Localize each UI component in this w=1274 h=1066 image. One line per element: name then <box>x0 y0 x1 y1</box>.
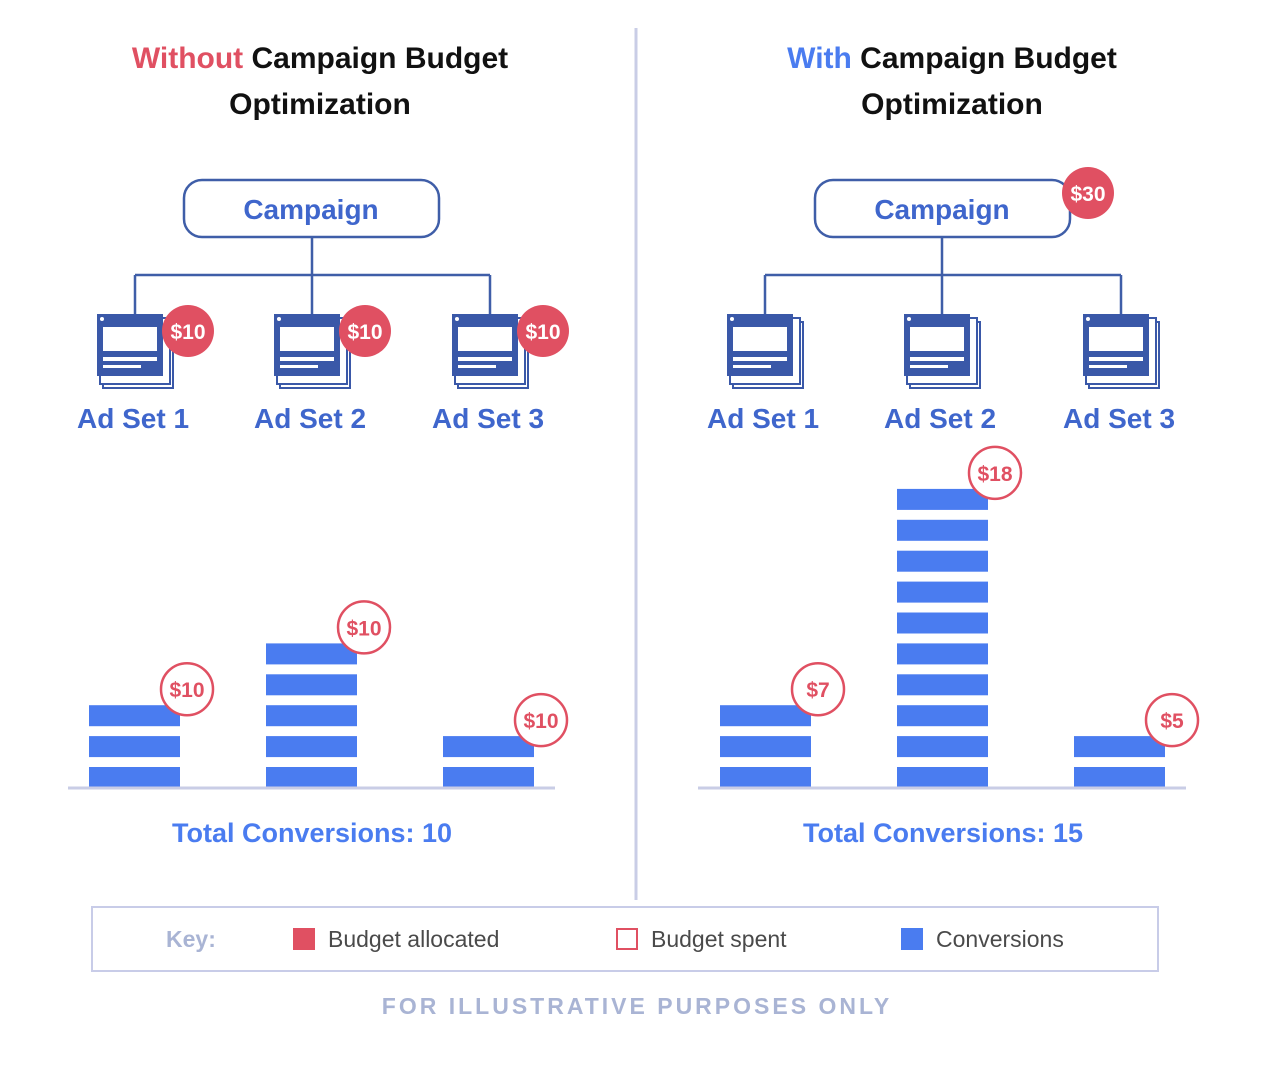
conversion-segment <box>89 736 180 758</box>
conversion-segment <box>89 767 180 788</box>
adset-icon <box>1083 314 1160 389</box>
conversion-segment <box>897 581 988 603</box>
budget-spent-value: $5 <box>1160 710 1184 733</box>
right-title: With Campaign Budget Optimization <box>692 36 1212 128</box>
left-total-conversions: Total Conversions: 10 <box>172 818 452 848</box>
adset-icon <box>904 314 981 389</box>
budget-spent-badge <box>513 692 569 748</box>
key-conversions: Conversions <box>936 926 1064 952</box>
adset-label: Ad Set 2 <box>884 403 996 434</box>
conversion-segment <box>266 705 357 727</box>
right-tree-lines <box>763 237 1123 316</box>
budget-spent-value: $10 <box>169 679 204 702</box>
budget-spent-value: $18 <box>977 463 1012 486</box>
left-campaign-label: Campaign <box>243 194 378 225</box>
adset-label: Ad Set 1 <box>707 403 819 434</box>
budget-allocated-badge <box>517 305 569 357</box>
budget-allocated-value: $10 <box>170 321 205 344</box>
conversion-segment <box>443 767 534 788</box>
adset-label: Ad Set 3 <box>1063 403 1175 434</box>
conversion-segment <box>897 612 988 634</box>
conversion-segment <box>266 736 357 758</box>
right-total-conversions: Total Conversions: 15 <box>803 818 1083 848</box>
conversion-segment <box>720 705 811 727</box>
conversion-segment <box>897 705 988 727</box>
conversion-segment <box>266 674 357 696</box>
budget-allocated-badge <box>162 305 214 357</box>
conversion-segment <box>266 767 357 788</box>
adset-icon <box>97 314 174 389</box>
adset-icon <box>727 314 804 389</box>
conversion-segment <box>720 736 811 758</box>
budget-allocated-value: $10 <box>525 321 560 344</box>
left-title-highlight: Without <box>131 42 244 75</box>
key-budget-allocated: Budget allocated <box>328 926 500 952</box>
conversion-segment <box>720 767 811 788</box>
conversion-segment <box>89 705 180 727</box>
key-budget-spent: Budget spent <box>651 926 787 952</box>
budget-spent-badge <box>967 445 1023 501</box>
left-title: Without Campaign Budget Optimization <box>60 36 580 128</box>
right-campaign-budget-badge <box>1062 167 1114 219</box>
right-tree: Campaign $30 <box>763 167 1123 316</box>
conversion-segment <box>897 550 988 572</box>
left-title-line2: Optimization <box>229 88 411 121</box>
left-tree-lines <box>133 237 492 316</box>
adset-label: Ad Set 3 <box>432 403 544 434</box>
budget-allocated-value: $10 <box>347 321 382 344</box>
conversion-segment <box>897 519 988 541</box>
key-label: Key: <box>166 926 216 952</box>
conversion-segment <box>1074 767 1165 788</box>
conversion-segment <box>897 736 988 758</box>
budget-spent-badge <box>1144 692 1200 748</box>
conversion-segment <box>266 643 357 665</box>
conversion-segment <box>1074 736 1165 758</box>
illustrative-footer: FOR ILLUSTRATIVE PURPOSES ONLY <box>381 993 893 1019</box>
conversions-swatch <box>901 928 923 950</box>
budget-spent-value: $10 <box>346 617 381 640</box>
budget-spent-value: $10 <box>523 710 558 733</box>
budget-spent-badge <box>159 661 215 717</box>
right-campaign-budget: $30 <box>1070 183 1105 206</box>
conversion-segment <box>897 674 988 696</box>
right-title-line1: Campaign Budget <box>851 42 1117 75</box>
budget-spent-swatch <box>616 928 638 950</box>
budget-allocated-swatch <box>293 928 315 950</box>
conversion-segment <box>897 643 988 665</box>
conversion-segment <box>443 736 534 758</box>
budget-spent-badge <box>336 600 392 655</box>
adset-icon <box>274 314 351 389</box>
left-tree: Campaign <box>133 178 492 316</box>
conversion-segment <box>897 488 988 510</box>
conversion-segment <box>897 767 988 788</box>
right-title-line2: Optimization <box>861 88 1043 121</box>
adset-label: Ad Set 1 <box>77 403 189 434</box>
right-title-highlight: With <box>787 42 852 75</box>
budget-spent-badge <box>790 661 846 717</box>
adset-icon <box>452 314 529 389</box>
left-title-line1: Campaign Budget <box>243 42 509 75</box>
adset-label: Ad Set 2 <box>254 403 366 434</box>
budget-spent-value: $7 <box>806 679 829 702</box>
budget-allocated-badge <box>339 305 391 357</box>
right-campaign-label: Campaign <box>874 194 1009 225</box>
